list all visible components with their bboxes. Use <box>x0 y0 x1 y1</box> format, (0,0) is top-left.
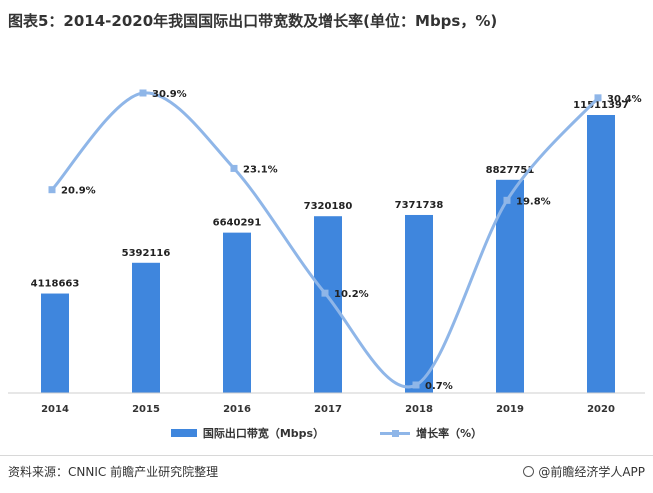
brand-credit: @前瞻经济学人APP <box>523 463 645 480</box>
growth-rate-label: 23.1% <box>243 164 278 175</box>
growth-rate-label: 20.9% <box>61 186 96 197</box>
source-note: 资料来源：CNNIC 前瞻产业研究院整理 <box>8 465 219 479</box>
legend-bar-swatch <box>170 429 197 437</box>
growth-rate-marker <box>139 89 147 97</box>
growth-rate-label: 19.8% <box>516 196 551 207</box>
bar-2014 <box>41 293 69 393</box>
legend: 国际出口带宽（Mbps） 增长率（%） <box>0 425 653 441</box>
growth-rate-marker <box>594 94 602 102</box>
bar-value-label: 11511397 <box>573 100 629 111</box>
x-tick-label: 2020 <box>587 404 615 415</box>
bar-2019 <box>496 179 524 393</box>
legend-line-swatch <box>380 428 411 438</box>
brand-text: @前瞻经济学人APP <box>538 465 645 479</box>
growth-rate-label: 30.9% <box>152 89 187 100</box>
x-tick-label: 2014 <box>41 404 69 415</box>
bar-value-label: 7320180 <box>304 201 353 212</box>
legend-item-growth-rate[interactable]: 增长率（%） <box>380 425 482 441</box>
bar-2015 <box>132 262 160 393</box>
chart-title: 图表5：2014-2020年我国国际出口带宽数及增长率(单位：Mbps，%) <box>8 12 498 30</box>
legend-label-bandwidth: 国际出口带宽（Mbps） <box>202 427 325 440</box>
bar-value-label: 6640291 <box>213 218 262 229</box>
growth-rate-marker <box>503 196 511 204</box>
bar-2016 <box>223 232 251 393</box>
bar-value-label: 7371738 <box>395 200 444 211</box>
growth-rate-label: 30.4% <box>607 94 642 105</box>
legend-item-bandwidth[interactable]: 国际出口带宽（Mbps） <box>170 425 325 441</box>
brand-logo-icon <box>523 466 535 477</box>
growth-rate-label: 10.2% <box>334 289 369 300</box>
bar-value-label: 8827751 <box>486 165 535 176</box>
x-tick-label: 2016 <box>223 404 251 415</box>
growth-rate-marker <box>48 186 56 194</box>
x-tick-label: 2018 <box>405 404 433 415</box>
footer: 资料来源：CNNIC 前瞻产业研究院整理 @前瞻经济学人APP <box>8 463 645 480</box>
x-axis-tick-labels: 2014 2015 2016 2017 2018 2019 2020 <box>41 404 615 415</box>
footer-divider <box>0 455 653 456</box>
chart-area: 4118663 5392116 6640291 7320180 7371738 88277… <box>8 89 645 415</box>
bar-2017 <box>314 216 342 393</box>
x-tick-label: 2019 <box>496 404 524 415</box>
bar-value-labels: 4118663 5392116 6640291 7320180 7371738 88277… <box>31 100 629 290</box>
bar-series <box>41 115 615 393</box>
bar-value-label: 5392116 <box>122 248 171 259</box>
bar-value-label: 4118663 <box>31 279 80 290</box>
growth-rate-marker <box>321 289 329 297</box>
growth-rate-marker <box>230 164 238 172</box>
x-tick-label: 2017 <box>314 404 342 415</box>
bar-2020 <box>587 115 615 393</box>
growth-rate-markers <box>48 89 602 389</box>
legend-label-growth-rate: 增长率（%） <box>416 427 483 440</box>
x-tick-label: 2015 <box>132 404 160 415</box>
growth-rate-marker <box>412 381 420 389</box>
bar-2018 <box>405 214 433 393</box>
growth-rate-label: 0.7% <box>425 381 453 392</box>
growth-rate-labels: 20.9% 30.9% 23.1% 10.2% 0.7% 19.8% 30.4% <box>61 89 642 392</box>
